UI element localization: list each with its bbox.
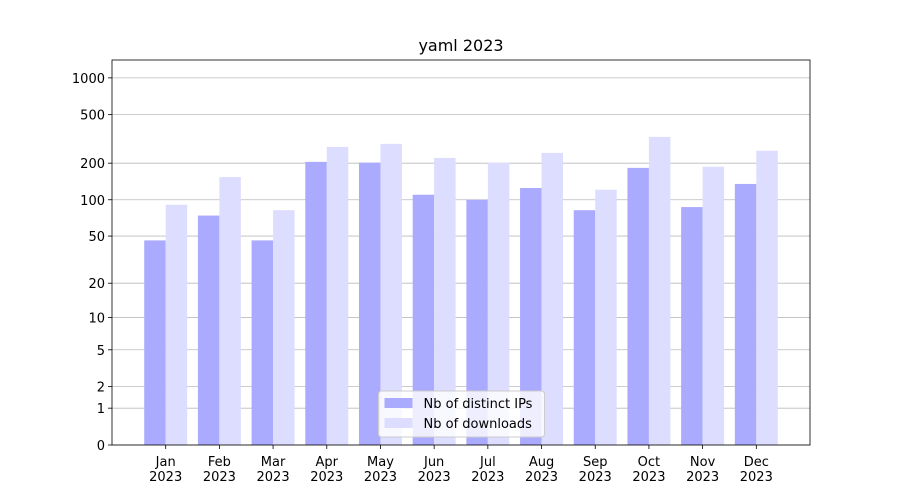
bar <box>412 194 435 445</box>
bar <box>595 189 617 445</box>
x-tick-label: Dec 2023 <box>740 455 773 485</box>
y-tick-label: 200 <box>80 157 105 172</box>
y-tick-label: 500 <box>80 109 105 124</box>
bar <box>219 176 241 445</box>
bar <box>681 207 703 445</box>
legend-swatch <box>384 398 413 408</box>
x-tick-label: Jul 2023 <box>471 455 504 485</box>
y-tick-label: 1 <box>97 402 105 417</box>
y-tick-label: 1000 <box>72 72 105 87</box>
legend-label: Nb of distinct IPs <box>424 397 533 412</box>
legend-swatch <box>384 418 413 428</box>
bar <box>251 240 274 445</box>
bar <box>487 162 510 445</box>
bar <box>358 162 381 445</box>
x-tick-label: Feb 2023 <box>203 455 236 485</box>
bar <box>466 199 488 445</box>
bar <box>702 166 725 445</box>
x-tick-label: Sep 2023 <box>579 455 612 485</box>
y-tick-label: 5 <box>97 344 105 359</box>
x-tick-label: Apr 2023 <box>310 455 343 485</box>
plot-frame <box>111 59 811 446</box>
bar <box>144 240 166 445</box>
bar <box>434 157 456 446</box>
x-tick-label: Mar 2023 <box>257 455 290 485</box>
chart-title: yaml 2023 <box>418 36 503 55</box>
bar <box>734 183 757 445</box>
y-tick-label: 20 <box>88 277 105 292</box>
bar <box>165 204 188 445</box>
x-tick-label: May 2023 <box>364 455 397 485</box>
y-tick-label: 10 <box>88 312 105 327</box>
legend-label: Nb of downloads <box>424 417 533 432</box>
x-tick-label: Aug 2023 <box>525 455 558 485</box>
bar <box>305 161 327 446</box>
legend-box <box>378 390 545 438</box>
bar <box>273 210 295 445</box>
bar <box>197 215 220 445</box>
bar <box>520 187 542 445</box>
y-tick-label: 0 <box>97 439 105 454</box>
x-tick-label: Nov 2023 <box>686 455 719 485</box>
bar <box>541 152 564 445</box>
y-tick-label: 50 <box>88 230 105 245</box>
bar <box>756 150 778 445</box>
bar <box>380 143 402 445</box>
bar <box>326 146 349 445</box>
y-tick-label: 2 <box>97 381 105 396</box>
y-tick-label: 100 <box>80 194 105 209</box>
x-tick-label: Jun 2023 <box>418 455 451 485</box>
x-tick-label: Jan 2023 <box>149 455 182 485</box>
bar <box>627 167 649 445</box>
bar <box>648 136 671 445</box>
bar <box>573 210 596 445</box>
legend: Nb of distinct IPs Nb of downloads <box>378 390 545 438</box>
x-tick-label: Oct 2023 <box>632 455 665 485</box>
